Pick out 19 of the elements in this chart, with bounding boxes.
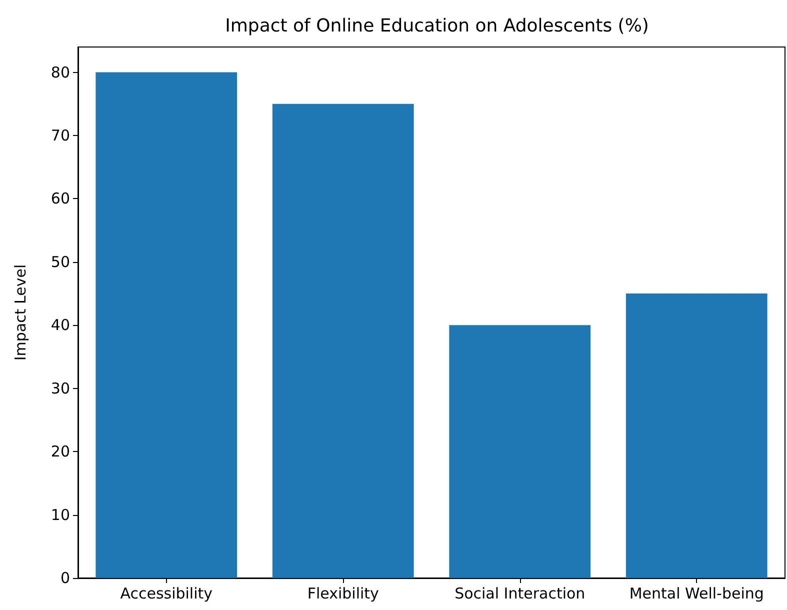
bar: [272, 104, 414, 578]
chart-title: Impact of Online Education on Adolescents (%): [225, 16, 649, 36]
y-tick-label: 40: [50, 316, 70, 334]
bar: [626, 294, 768, 578]
x-tick-label: Accessibility: [120, 584, 213, 602]
y-tick-label: 60: [50, 190, 70, 208]
y-tick-label: 50: [50, 252, 70, 271]
y-axis-title: Impact Level: [12, 264, 30, 361]
y-tick-label: 30: [50, 379, 70, 398]
x-tick-label: Mental Well-being: [629, 584, 764, 602]
y-tick-label: 80: [50, 63, 70, 82]
y-tick-label: 0: [60, 569, 70, 587]
x-tick-label: Flexibility: [307, 584, 380, 602]
x-tick-label: Social Interaction: [454, 584, 586, 602]
bar: [449, 325, 591, 578]
bar: [96, 72, 238, 578]
y-tick-label: 20: [50, 442, 70, 461]
y-tick-label: 10: [50, 506, 70, 524]
y-tick-label: 70: [50, 126, 70, 144]
